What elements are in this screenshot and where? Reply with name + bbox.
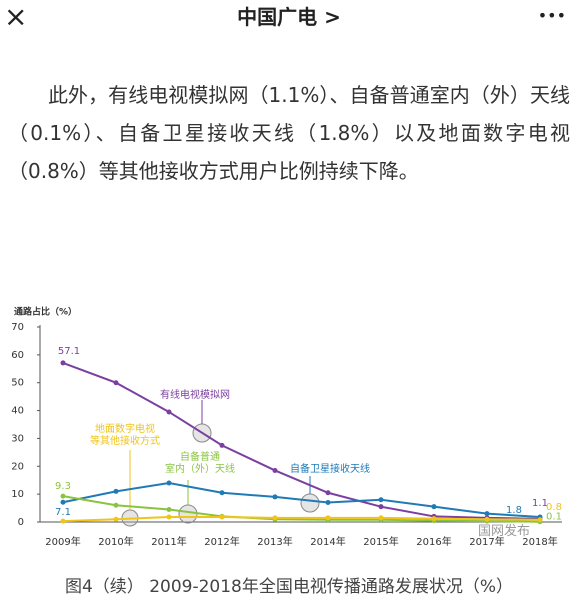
data-label: 1.1 — [532, 498, 548, 509]
point — [113, 380, 119, 386]
point — [272, 515, 278, 521]
point — [272, 494, 278, 500]
point — [166, 514, 172, 520]
highlight — [300, 493, 320, 513]
point — [378, 497, 384, 503]
caption: 图4（续） 2009-2018年全国电视传播通路发展状况（%） — [64, 577, 514, 597]
y-tick-label: 60 — [11, 350, 24, 361]
point — [219, 442, 225, 448]
series-line — [62, 495, 541, 523]
series-label: 自备卫星接收天线 — [290, 464, 370, 475]
watermark: 国网发布 — [478, 524, 531, 539]
data-label: 0.8 — [546, 502, 562, 513]
point — [113, 516, 119, 522]
y-axis-label: 通路占比（%） — [14, 306, 77, 318]
point — [166, 409, 172, 415]
y-tick-label: 50 — [11, 378, 24, 389]
y-tick-label: 20 — [11, 461, 24, 472]
series-label: 有线电视模拟网 — [160, 390, 230, 401]
point — [378, 504, 384, 510]
point — [60, 499, 66, 505]
series-line — [62, 361, 541, 520]
x-tick-label: 2011年 — [151, 535, 186, 548]
y-tick-label: 40 — [11, 406, 24, 417]
data-label: 0.1 — [546, 512, 562, 523]
point — [484, 516, 490, 522]
point — [113, 488, 119, 494]
data-label: 57.1 — [58, 346, 80, 357]
point — [60, 360, 66, 366]
x-tick-label: 2009年 — [45, 535, 80, 548]
point — [60, 518, 66, 524]
highlight — [178, 504, 198, 524]
point — [113, 502, 119, 508]
point — [219, 490, 225, 496]
x-tick-label: 2013年 — [257, 535, 292, 548]
x-tick-label: 2017年 — [469, 535, 504, 548]
paragraph: 此外，有线电视模拟网（1.1%）、自备普通室内（外）天线（0.1%）、自备卫星接… — [8, 83, 570, 183]
point — [272, 467, 278, 473]
more-button[interactable]: ••• — [537, 6, 566, 25]
x-tick-label: 2016年 — [416, 535, 451, 548]
x-tick-label: 2012年 — [204, 535, 239, 548]
point — [325, 490, 331, 496]
point — [378, 515, 384, 521]
point — [431, 516, 437, 522]
point — [60, 493, 66, 499]
data-label: 9.3 — [55, 481, 71, 492]
point — [431, 504, 437, 510]
close-button[interactable]: × — [4, 0, 28, 33]
x-tick-label: 2010年 — [98, 535, 133, 548]
point — [166, 480, 172, 486]
point — [325, 515, 331, 521]
y-tick-label: 70 — [11, 322, 24, 333]
x-tick-label: 2014年 — [310, 535, 345, 548]
point — [166, 506, 172, 512]
x-tick-label: 2018年 — [522, 535, 557, 548]
series-label: 地面数字电视 等其他接收方式 — [90, 424, 160, 447]
point — [537, 517, 543, 523]
account-title[interactable]: 中国广电 > — [237, 5, 341, 29]
chart: 通路占比（%） 0 10 20 30 40 50 60 70 2009年 2010年 2011年 20… — [11, 306, 562, 548]
series-label: 自备普通 室内（外）天线 — [165, 452, 235, 475]
series-line — [62, 481, 541, 518]
point — [219, 514, 225, 520]
data-label: 7.1 — [55, 507, 71, 518]
y-tick-label: 0 — [18, 517, 24, 528]
y-tick-label: 10 — [11, 489, 24, 500]
point — [484, 511, 490, 517]
series-line — [62, 515, 541, 523]
y-tick-label: 30 — [11, 433, 24, 444]
data-label: 1.8 — [506, 505, 522, 516]
point — [325, 500, 331, 505]
x-tick-label: 2015年 — [363, 535, 398, 548]
